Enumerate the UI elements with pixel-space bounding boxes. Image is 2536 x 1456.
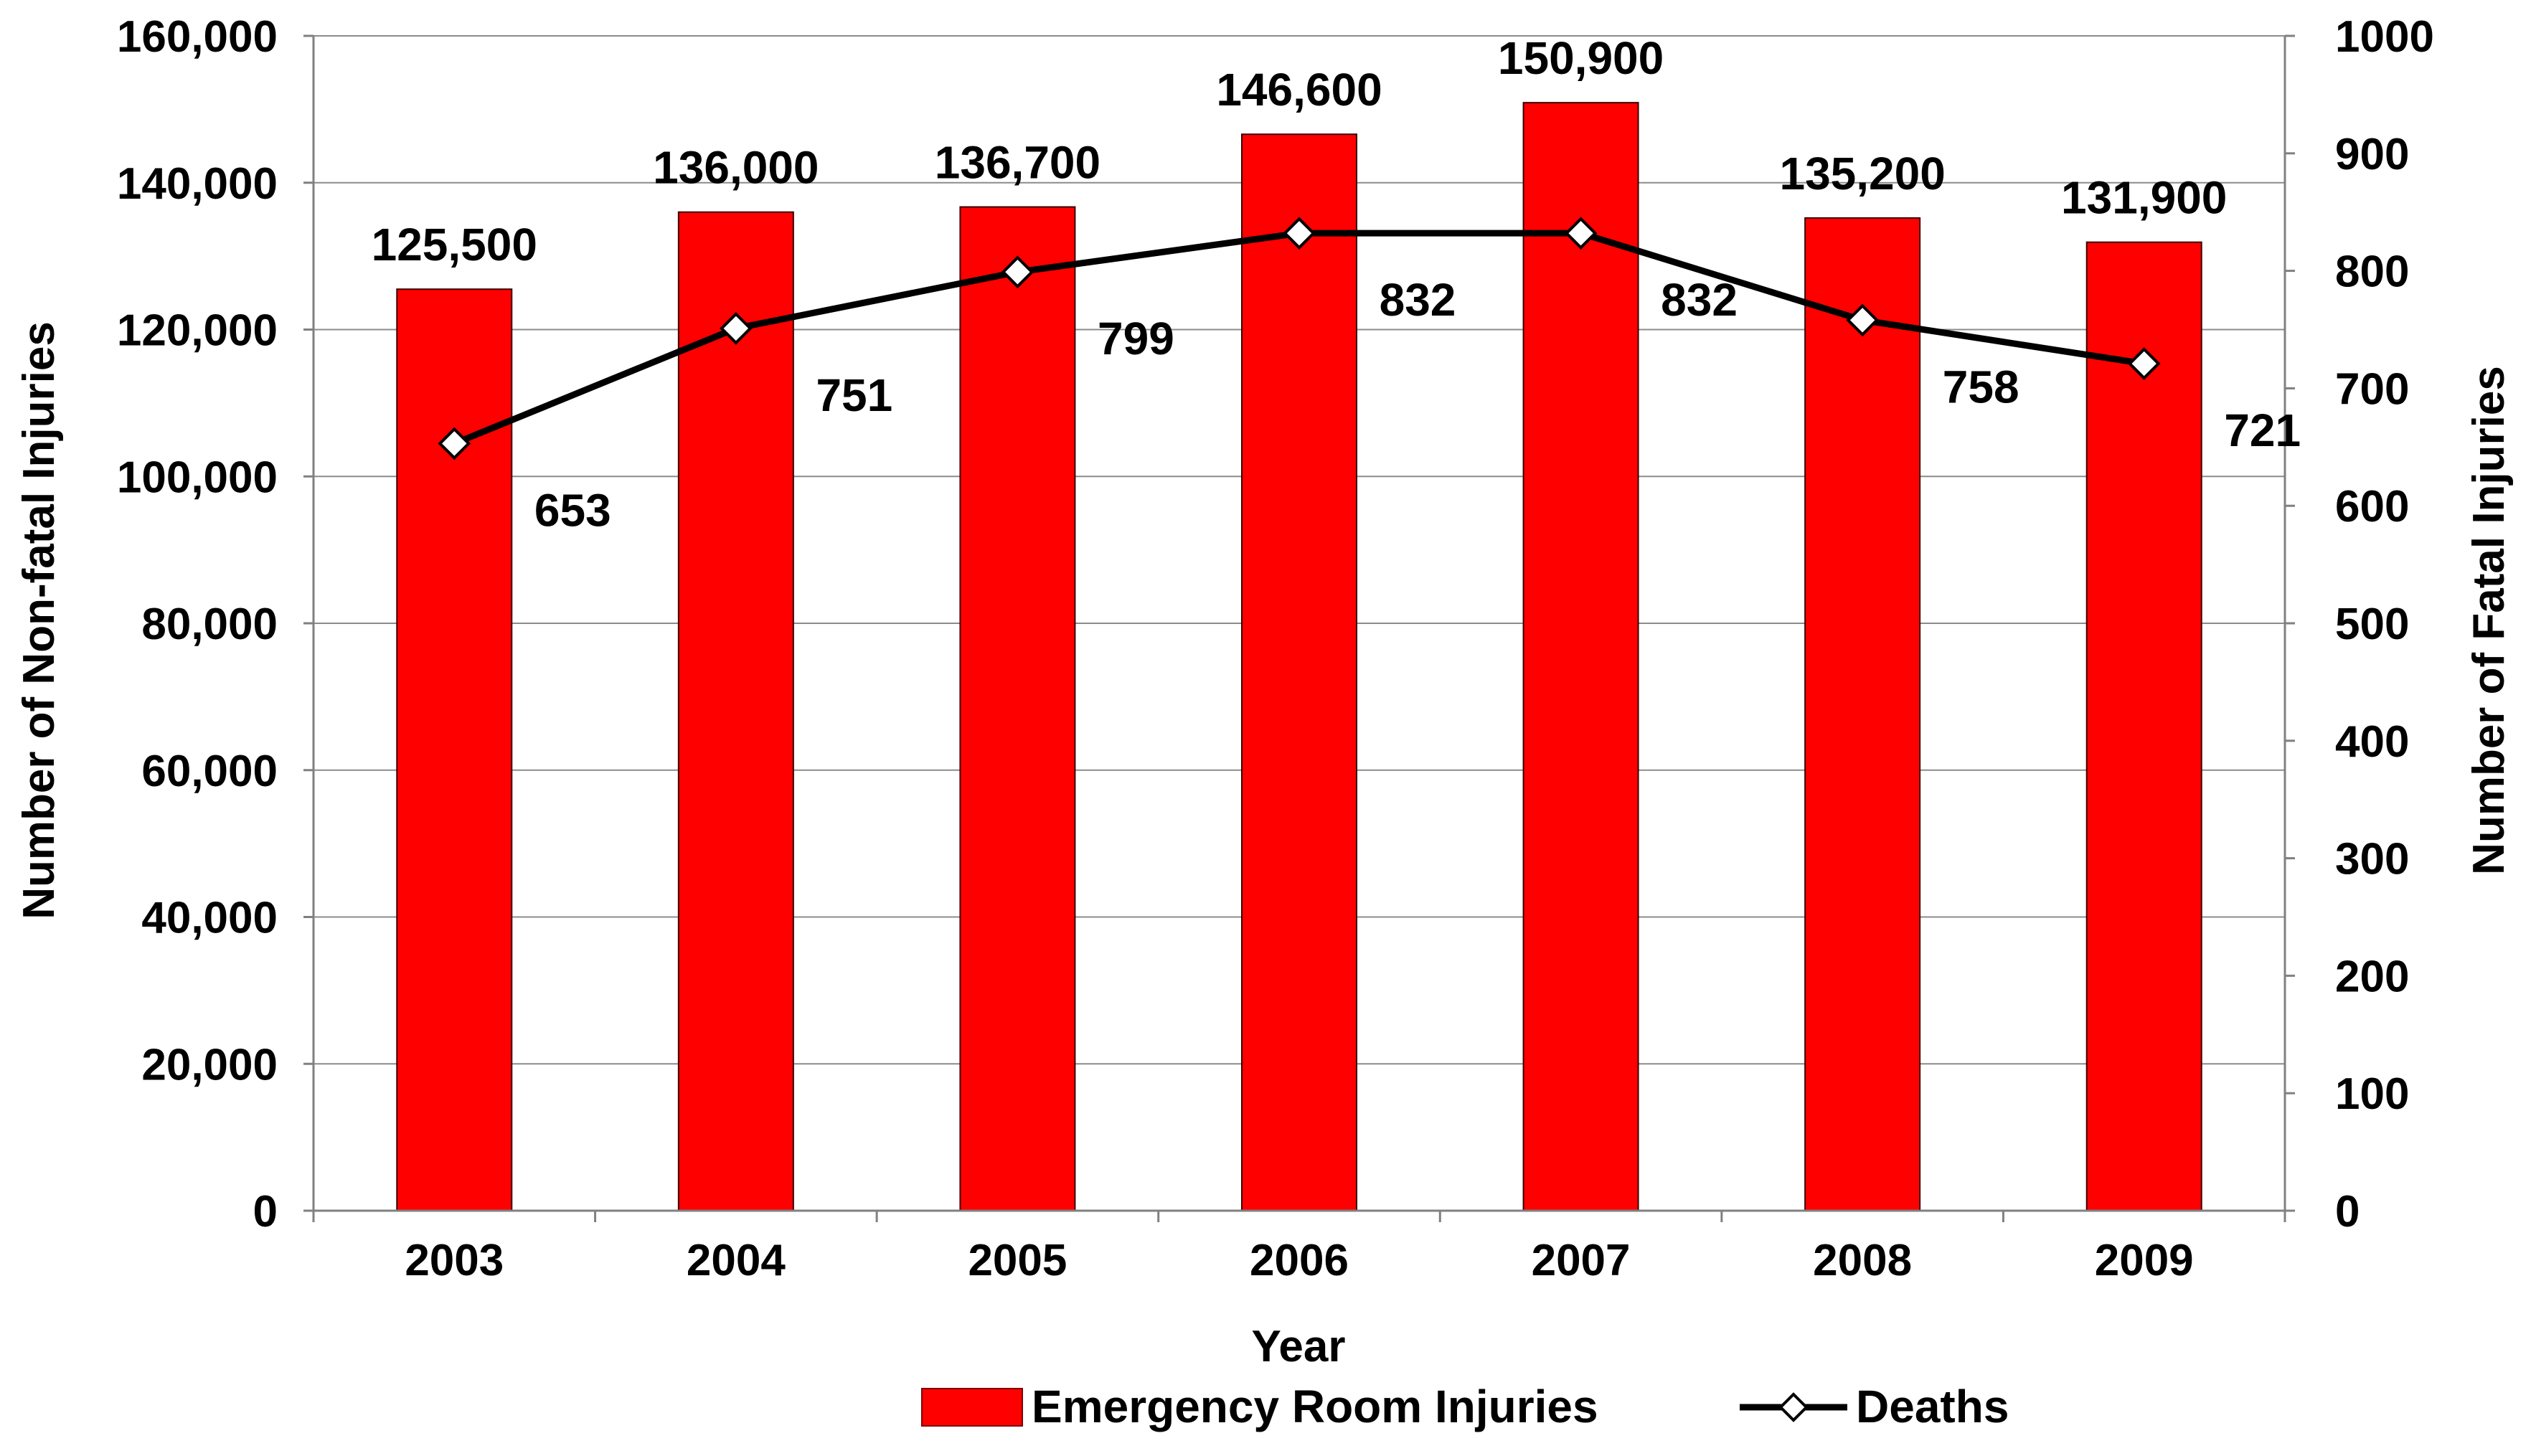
deaths-marker xyxy=(438,427,471,460)
bar xyxy=(1804,217,1921,1211)
bar-value-label: 136,000 xyxy=(653,142,819,194)
y2-axis-title: Number of Fatal Injuries xyxy=(2464,366,2514,875)
bar xyxy=(2085,241,2202,1212)
bar-value-label: 150,900 xyxy=(1498,32,1664,84)
data-labels: 125,500 136,000 136,700 146,600 150,900 135,2… xyxy=(372,32,2301,536)
deaths-marker xyxy=(1001,255,1034,289)
legend-swatch-emergency-room-injuries xyxy=(921,1388,1023,1427)
y2-tick-label: 1000 xyxy=(2335,12,2434,62)
y2-tick-label: 200 xyxy=(2335,952,2409,1001)
bar-value-label: 146,600 xyxy=(1216,64,1382,115)
axes: 0 20,000 40,000 60,000 80,000 100,000 120,000 1… xyxy=(117,12,2434,1285)
legend-marker-deaths xyxy=(1778,1392,1809,1422)
x-tick-label: 2009 xyxy=(2095,1236,2194,1285)
y-tick-label: 60,000 xyxy=(141,747,278,796)
bar-value-label: 135,200 xyxy=(1779,148,1945,199)
x-tick-label: 2006 xyxy=(1250,1236,1349,1285)
y2-tick-label: 600 xyxy=(2335,482,2409,531)
deaths-marker xyxy=(2127,347,2161,380)
y2-tick-label: 900 xyxy=(2335,130,2409,179)
y-tick-label: 140,000 xyxy=(117,159,278,209)
legend-label-deaths: Deaths xyxy=(1856,1381,2009,1432)
y-tick-label: 0 xyxy=(253,1187,278,1237)
y2-tick-label: 700 xyxy=(2335,364,2409,414)
y-tick-label: 160,000 xyxy=(117,12,278,62)
legend: Emergency Room Injuries Deaths xyxy=(921,1381,2009,1432)
x-tick-label: 2007 xyxy=(1532,1236,1631,1285)
bar-value-label: 125,500 xyxy=(372,219,537,270)
x-tick-label: 2004 xyxy=(687,1236,786,1285)
x-tick-label: 2005 xyxy=(968,1236,1067,1285)
y-tick-label: 100,000 xyxy=(117,453,278,502)
x-tick-label: 2008 xyxy=(1813,1236,1912,1285)
deaths-value-label: 832 xyxy=(1661,274,1738,326)
bar xyxy=(1241,133,1357,1211)
bar-value-label: 136,700 xyxy=(935,137,1100,189)
y2-tick-label: 0 xyxy=(2335,1187,2360,1237)
deaths-value-label: 758 xyxy=(1943,361,2019,412)
deaths-marker xyxy=(720,312,753,345)
y-axis-title: Number of Non-fatal Injuries xyxy=(14,321,64,920)
y2-tick-label: 500 xyxy=(2335,600,2409,649)
bar-value-label: 131,900 xyxy=(2061,172,2227,224)
deaths-marker xyxy=(1564,217,1598,250)
x-axis-title: Year xyxy=(1251,1322,1345,1371)
deaths-marker xyxy=(1846,303,1879,337)
y-tick-label: 80,000 xyxy=(141,600,278,649)
deaths-value-label: 832 xyxy=(1380,274,1456,326)
y2-tick-label: 300 xyxy=(2335,835,2409,884)
deaths-value-label: 751 xyxy=(816,369,892,421)
bar-series xyxy=(396,102,2202,1212)
y2-tick-label: 100 xyxy=(2335,1069,2409,1119)
deaths-value-label: 721 xyxy=(2224,405,2301,456)
deaths-value-label: 799 xyxy=(1098,313,1174,364)
y-tick-label: 40,000 xyxy=(141,894,278,943)
deaths-value-label: 653 xyxy=(534,484,611,536)
line-series xyxy=(438,217,2161,460)
y2-tick-label: 800 xyxy=(2335,247,2409,297)
deaths-marker xyxy=(1283,217,1316,250)
bar xyxy=(959,206,1076,1212)
bar xyxy=(677,211,794,1212)
y-tick-label: 120,000 xyxy=(117,306,278,356)
x-tick-label: 2003 xyxy=(405,1236,504,1285)
legend-label-emergency-room-injuries: Emergency Room Injuries xyxy=(1032,1381,1598,1432)
y-tick-label: 20,000 xyxy=(141,1040,278,1089)
bar xyxy=(1522,102,1639,1211)
y2-tick-label: 400 xyxy=(2335,717,2409,767)
